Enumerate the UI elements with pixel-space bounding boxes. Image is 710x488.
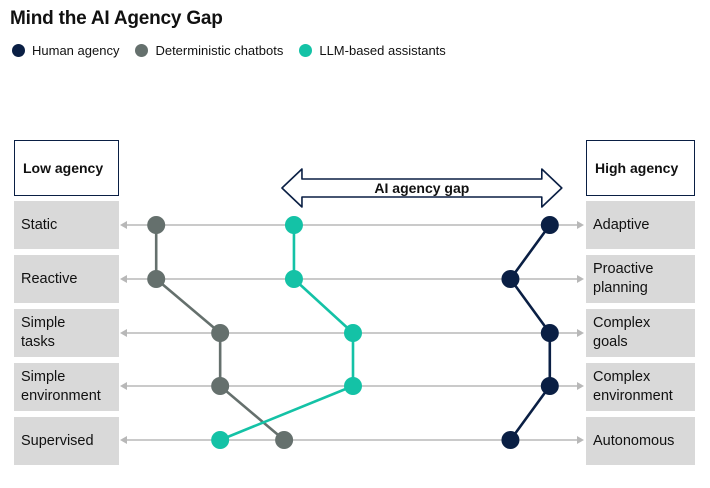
high-label-complex-goals: Complex goals: [586, 309, 695, 357]
point-human-agency-0: [540, 216, 559, 234]
axis-arrow-left-3: [120, 382, 127, 390]
legend: Human agency Deterministic chatbots LLM-…: [12, 43, 462, 58]
low-label-reactive-text: Reactive: [21, 270, 78, 287]
point-deterministic-chatbots-3: [211, 377, 230, 395]
point-human-agency-1: [501, 270, 520, 288]
high-agency-header-label: High agency: [595, 160, 679, 176]
low-label-simple-environment-text: Simple environment: [21, 369, 101, 404]
high-label-complex-environment-text: Complex environment: [593, 369, 673, 404]
point-deterministic-chatbots-0: [147, 216, 166, 234]
high-label-adaptive: Adaptive: [586, 201, 695, 249]
low-label-static-text: Static: [21, 216, 58, 233]
point-llm-based-assistants-4: [211, 431, 230, 449]
legend-label-chatbots: Deterministic chatbots: [155, 43, 284, 58]
point-human-agency-4: [501, 431, 520, 449]
low-label-static: Static: [14, 201, 119, 249]
high-label-adaptive-text: Adaptive: [593, 216, 650, 233]
axis-arrow-right-3: [577, 382, 584, 390]
legend-label-human: Human agency: [32, 43, 120, 58]
axis-arrow-right-0: [577, 221, 584, 229]
point-llm-based-assistants-2: [344, 324, 362, 342]
axis-arrow-right-4: [577, 436, 584, 444]
low-label-supervised-text: Supervised: [21, 432, 94, 449]
legend-dot-human: [12, 44, 25, 57]
legend-item-human: Human agency: [12, 43, 119, 58]
axis-arrow-right-1: [577, 275, 584, 283]
agency-gap-label: AI agency gap: [374, 180, 469, 196]
high-label-autonomous-text: Autonomous: [593, 432, 675, 449]
point-llm-based-assistants-3: [344, 377, 362, 395]
axis-arrow-left-0: [120, 221, 127, 229]
low-agency-header-label: Low agency: [23, 160, 104, 176]
point-human-agency-2: [540, 324, 559, 342]
low-label-simple-tasks: Simple tasks: [14, 309, 119, 357]
point-deterministic-chatbots-4: [275, 431, 294, 449]
legend-item-chatbots: Deterministic chatbots: [135, 43, 283, 58]
low-label-reactive: Reactive: [14, 255, 119, 303]
axis-arrow-left-4: [120, 436, 127, 444]
low-label-simple-tasks-text: Simple tasks: [21, 315, 66, 350]
axis-arrow-left-2: [120, 329, 127, 337]
point-deterministic-chatbots-1: [147, 270, 166, 288]
legend-dot-llm: [299, 44, 313, 57]
point-deterministic-chatbots-2: [211, 324, 230, 342]
high-label-proactive-planning: Proactive planning: [586, 255, 695, 303]
agency-gap-arrow-shape: [281, 168, 563, 208]
axis-arrow-right-2: [577, 329, 584, 337]
high-label-proactive-planning-text: Proactive planning: [593, 261, 654, 296]
legend-item-llm: LLM-based assistants: [299, 43, 446, 58]
high-label-autonomous: Autonomous: [586, 417, 695, 465]
high-label-complex-environment: Complex environment: [586, 363, 695, 411]
axis-arrow-left-1: [120, 275, 127, 283]
agency-gap-arrow: AI agency gap: [281, 168, 563, 208]
high-agency-header: High agency: [586, 140, 695, 196]
low-label-simple-environment: Simple environment: [14, 363, 119, 411]
low-agency-header: Low agency: [14, 140, 119, 196]
low-label-supervised: Supervised: [14, 417, 119, 465]
high-label-complex-goals-text: Complex goals: [593, 315, 651, 350]
chart-title: Mind the AI Agency Gap: [10, 8, 223, 29]
point-llm-based-assistants-0: [284, 216, 303, 234]
series-points: [147, 216, 559, 449]
point-human-agency-3: [540, 377, 559, 395]
legend-dot-chatbots: [135, 44, 149, 57]
legend-label-llm: LLM-based assistants: [319, 43, 446, 58]
point-llm-based-assistants-1: [284, 270, 303, 288]
